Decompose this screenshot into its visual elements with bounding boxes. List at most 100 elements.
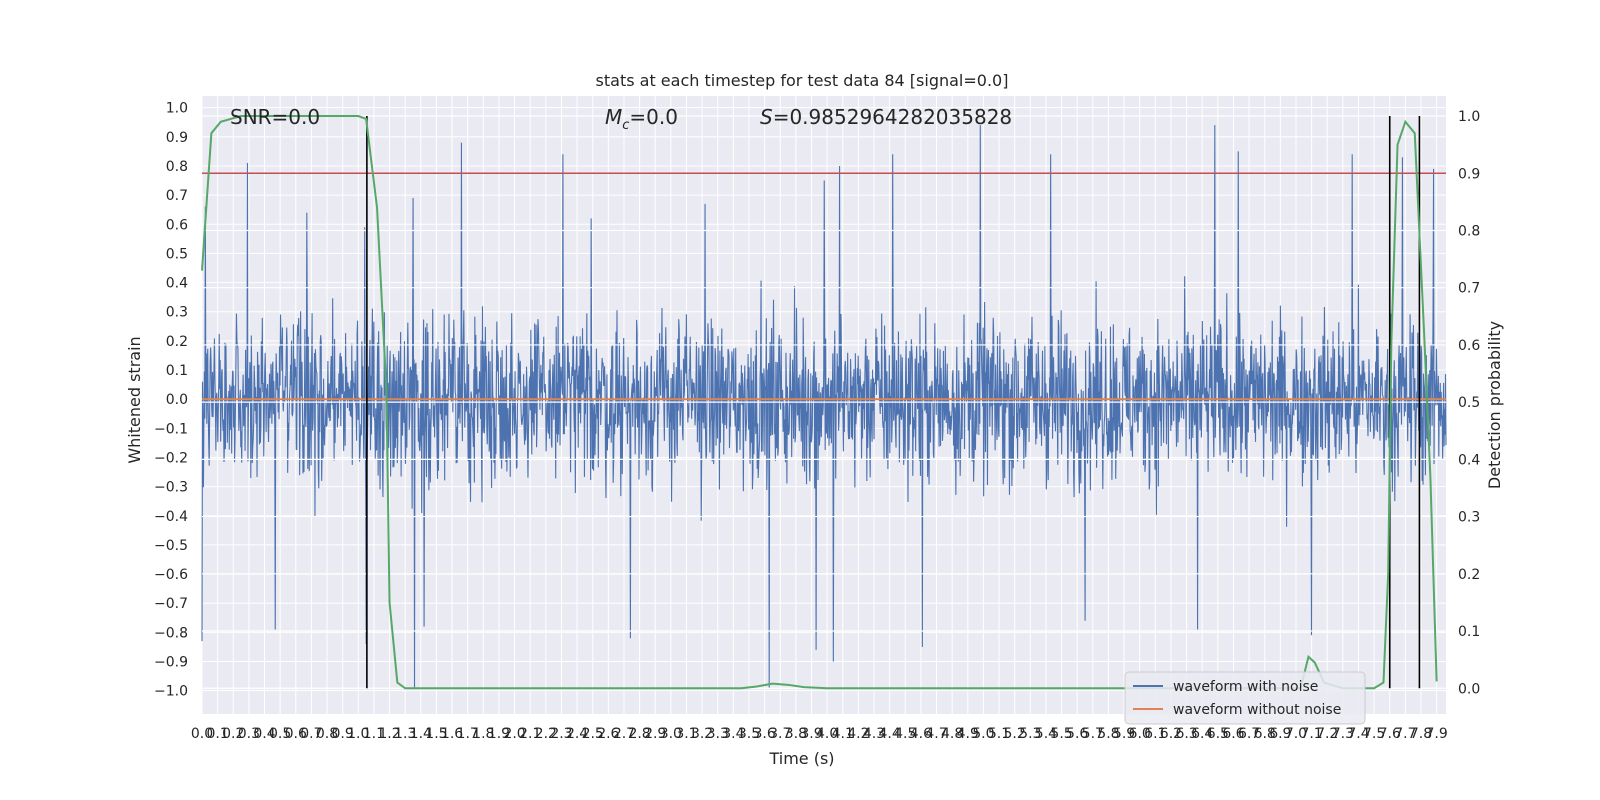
x-tick-label: 4.7 (925, 726, 947, 742)
chirp-mass-annotation: Mc=0.0 (605, 105, 678, 133)
score-symbol: S (760, 105, 773, 129)
x-tick-label: 2.7 (613, 726, 635, 742)
x-tick-label: 4.1 (832, 726, 854, 742)
x-tick-label: 7.4 (1347, 726, 1369, 742)
x-tick-label: 2.8 (628, 726, 650, 742)
x-tick-label: 5.7 (1082, 726, 1104, 742)
x-tick-label: 0.4 (253, 726, 275, 742)
x-tick-label: 3.1 (675, 726, 697, 742)
y-tick-label-left: 0.9 (166, 130, 188, 146)
y-tick-label-left: −0.3 (154, 480, 188, 496)
x-tick-label: 1.5 (425, 726, 447, 742)
y-tick-label-left: 0.2 (166, 334, 188, 350)
x-tick-label: 3.5 (738, 726, 760, 742)
y-tick-label-left: 0.8 (166, 159, 188, 175)
x-tick-label: 7.5 (1363, 726, 1385, 742)
x-tick-label: 6.5 (1207, 726, 1229, 742)
x-tick-label: 2.0 (503, 726, 525, 742)
x-tick-label: 1.2 (378, 726, 400, 742)
x-tick-label: 0.9 (332, 726, 354, 742)
x-tick-label: 2.2 (535, 726, 557, 742)
x-tick-label: 5.0 (972, 726, 994, 742)
score-annotation: S=0.9852964282035828 (760, 105, 1012, 129)
y-tick-label-right: 0.9 (1458, 166, 1480, 182)
x-tick-label: 3.6 (753, 726, 775, 742)
x-tick-label: 2.6 (597, 726, 619, 742)
y-tick-label-left: −0.5 (154, 538, 188, 554)
mc-symbol: M (605, 105, 622, 129)
x-tick-label: 6.9 (1269, 726, 1291, 742)
x-tick-label: 0.7 (300, 726, 322, 742)
x-tick-label: 2.5 (582, 726, 604, 742)
x-tick-label: 5.4 (1035, 726, 1057, 742)
y-tick-label-left: 0.6 (166, 217, 188, 233)
detection-probability (201, 115, 1438, 690)
x-tick-label: 2.3 (550, 726, 572, 742)
x-tick-label: 7.2 (1316, 726, 1338, 742)
x-tick-label: 7.8 (1410, 726, 1432, 742)
x-tick-label: 6.4 (1191, 726, 1213, 742)
x-tick-label: 0.0 (191, 726, 213, 742)
x-tick-label: 6.8 (1254, 726, 1276, 742)
x-tick-label: 6.0 (1129, 726, 1151, 742)
x-tick-label: 4.4 (879, 726, 901, 742)
x-tick-label: 0.2 (222, 726, 244, 742)
x-tick-label: 3.9 (800, 726, 822, 742)
x-tick-label: 1.6 (441, 726, 463, 742)
x-tick-label: 7.3 (1332, 726, 1354, 742)
x-tick-label: 1.7 (457, 726, 479, 742)
x-tick-label: 7.0 (1285, 726, 1307, 742)
y-tick-label-left: 0.0 (166, 392, 188, 408)
x-tick-label: 1.4 (410, 726, 432, 742)
y-tick-label-left: −0.1 (154, 421, 188, 437)
y-tick-label-right: 1.0 (1458, 109, 1480, 125)
x-tick-label: 0.8 (316, 726, 338, 742)
y-tick-label-left: 0.7 (166, 188, 188, 204)
y-tick-label-left: 1.0 (166, 101, 188, 117)
x-tick-label: 3.2 (691, 726, 713, 742)
x-tick-label: 6.2 (1160, 726, 1182, 742)
x-tick-label: 1.3 (394, 726, 416, 742)
x-tick-label: 1.0 (347, 726, 369, 742)
right-axis-grid (202, 115, 1446, 689)
x-tick-label: 1.1 (363, 726, 385, 742)
x-tick-label: 3.7 (769, 726, 791, 742)
y-tick-label-left: 0.5 (166, 246, 188, 262)
x-tick-label: 6.6 (1222, 726, 1244, 742)
y-axis-label-right: Detection probability (1485, 321, 1504, 489)
y-tick-label-left: −0.2 (154, 450, 188, 466)
x-tick-label: 4.5 (894, 726, 916, 742)
y-tick-label-right: 0.1 (1458, 624, 1480, 640)
y-tick-label-left: 0.4 (166, 276, 188, 292)
x-tick-label: 2.1 (519, 726, 541, 742)
y-tick-label-right: 0.5 (1458, 395, 1480, 411)
x-tick-label: 1.8 (472, 726, 494, 742)
noise-series-line (201, 125, 1447, 688)
x-tick-label: 1.9 (488, 726, 510, 742)
x-tick-label: 4.3 (863, 726, 885, 742)
x-tick-label: 6.3 (1175, 726, 1197, 742)
legend-label-noise: waveform with noise (1173, 679, 1318, 695)
x-tick-label: 4.6 (910, 726, 932, 742)
x-axis-ticks: 0.00.10.20.30.40.50.60.70.80.91.01.11.21… (191, 726, 1448, 742)
x-tick-label: 5.5 (1050, 726, 1072, 742)
x-tick-label: 2.4 (566, 726, 588, 742)
y-tick-label-right: 0.7 (1458, 281, 1480, 297)
y-tick-label-left: −0.8 (154, 625, 188, 641)
probability-series-line (201, 115, 1438, 690)
y-tick-label-right: 0.0 (1458, 681, 1480, 697)
x-tick-label: 5.3 (1019, 726, 1041, 742)
x-tick-label: 5.8 (1097, 726, 1119, 742)
x-tick-label: 3.4 (722, 726, 744, 742)
x-tick-label: 2.9 (644, 726, 666, 742)
x-tick-label: 0.5 (269, 726, 291, 742)
x-tick-label: 0.1 (206, 726, 228, 742)
y-tick-label-right: 0.3 (1458, 510, 1480, 526)
y-tick-label-left: −0.7 (154, 596, 188, 612)
legend-box (1124, 671, 1366, 725)
x-tick-label: 7.6 (1379, 726, 1401, 742)
y-tick-label-left: −0.9 (154, 655, 188, 671)
y-tick-label-right: 0.2 (1458, 567, 1480, 583)
x-tick-label: 5.1 (988, 726, 1010, 742)
